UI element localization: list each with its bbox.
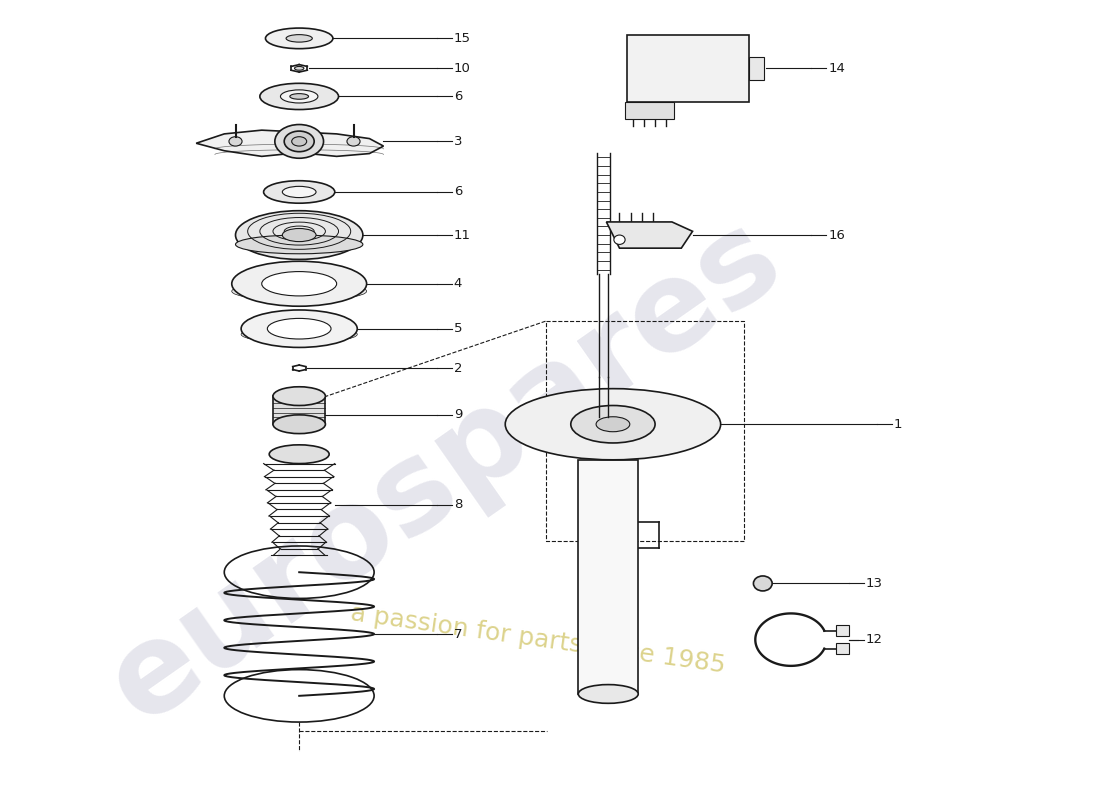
Text: 9: 9: [453, 408, 462, 422]
Text: 14: 14: [828, 62, 845, 75]
Ellipse shape: [505, 389, 720, 460]
Text: 10: 10: [453, 62, 471, 75]
Ellipse shape: [241, 310, 358, 347]
Ellipse shape: [280, 90, 318, 103]
Text: 8: 8: [453, 498, 462, 511]
Ellipse shape: [346, 137, 360, 146]
Text: 6: 6: [453, 90, 462, 103]
Text: 15: 15: [453, 32, 471, 45]
Ellipse shape: [229, 137, 242, 146]
Ellipse shape: [262, 271, 337, 296]
Ellipse shape: [286, 34, 312, 42]
Ellipse shape: [264, 181, 334, 203]
Ellipse shape: [289, 94, 309, 99]
FancyBboxPatch shape: [627, 34, 749, 102]
Text: 6: 6: [453, 186, 462, 198]
Ellipse shape: [754, 576, 772, 591]
Ellipse shape: [235, 210, 363, 259]
FancyBboxPatch shape: [836, 643, 849, 654]
FancyBboxPatch shape: [836, 625, 849, 636]
Polygon shape: [606, 222, 693, 248]
FancyBboxPatch shape: [625, 102, 674, 119]
Text: 3: 3: [453, 135, 462, 148]
Text: 13: 13: [866, 577, 883, 590]
Ellipse shape: [283, 229, 316, 242]
Ellipse shape: [232, 282, 366, 301]
Ellipse shape: [614, 235, 625, 245]
Text: 4: 4: [453, 278, 462, 290]
Ellipse shape: [571, 406, 656, 443]
Text: 12: 12: [866, 633, 883, 646]
Text: 5: 5: [453, 322, 462, 335]
Ellipse shape: [273, 386, 326, 406]
Ellipse shape: [292, 137, 307, 146]
Ellipse shape: [596, 417, 630, 432]
Ellipse shape: [284, 131, 315, 152]
Ellipse shape: [270, 445, 329, 463]
Polygon shape: [273, 396, 326, 424]
FancyBboxPatch shape: [749, 57, 763, 79]
Ellipse shape: [235, 235, 363, 254]
Ellipse shape: [267, 318, 331, 339]
Ellipse shape: [265, 28, 333, 49]
Text: 11: 11: [453, 229, 471, 242]
Ellipse shape: [260, 83, 339, 110]
Text: a passion for parts since 1985: a passion for parts since 1985: [349, 602, 727, 678]
Text: 2: 2: [453, 362, 462, 374]
Ellipse shape: [275, 125, 323, 158]
Ellipse shape: [241, 326, 358, 342]
Polygon shape: [579, 460, 638, 694]
Ellipse shape: [579, 685, 638, 703]
Text: 7: 7: [453, 627, 462, 641]
Ellipse shape: [283, 186, 316, 198]
Ellipse shape: [295, 66, 304, 70]
Text: eurospares: eurospares: [86, 195, 803, 747]
Polygon shape: [196, 130, 384, 156]
Ellipse shape: [273, 415, 326, 434]
Text: 1: 1: [894, 418, 902, 430]
Ellipse shape: [232, 262, 366, 306]
Text: 16: 16: [828, 229, 845, 242]
